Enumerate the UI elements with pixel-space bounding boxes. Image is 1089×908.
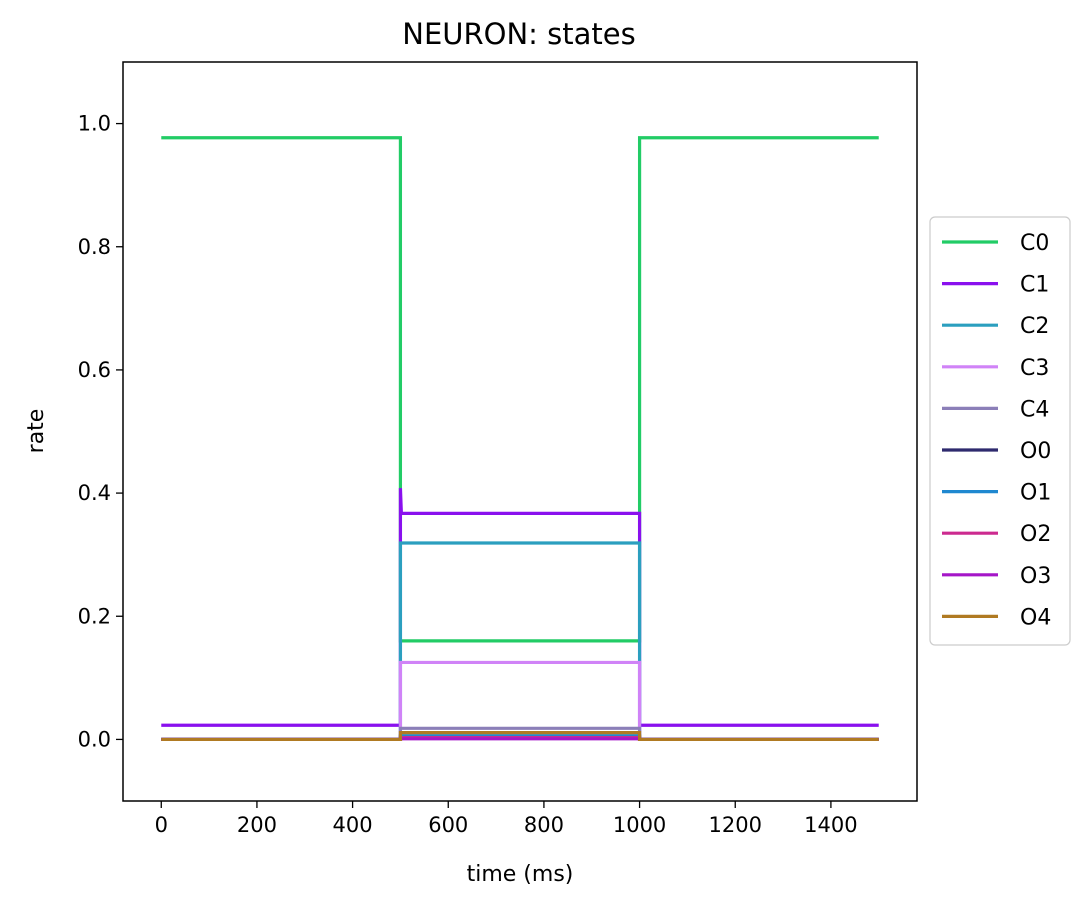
legend-label-o3: O3 [1020, 564, 1051, 589]
x-tick-label: 200 [237, 813, 277, 837]
series-line-o4 [161, 731, 879, 742]
y-axis: 0.0 0.2 0.4 0.6 0.8 1.0 [78, 112, 123, 751]
x-tick-label: 600 [428, 813, 468, 837]
legend-label-c3: C3 [1020, 356, 1049, 381]
y-axis-label: rate [24, 409, 49, 454]
y-tick-label: 0.0 [78, 727, 111, 751]
x-tick-label: 800 [524, 813, 564, 837]
series-line-c1 [161, 488, 879, 727]
legend-label-o4: O4 [1020, 605, 1051, 630]
legend-label-c0: C0 [1020, 231, 1049, 256]
legend-label-c4: C4 [1020, 397, 1049, 422]
x-axis: 0 200 400 600 800 1000 1200 1400 [155, 801, 858, 837]
y-tick-label: 1.0 [78, 112, 111, 136]
x-tick-label: 1200 [709, 813, 762, 837]
legend-label-o2: O2 [1020, 522, 1051, 547]
x-tick-label: 1400 [804, 813, 857, 837]
y-tick-label: 0.6 [78, 358, 111, 382]
plot-area [161, 136, 879, 742]
legend-label-c1: C1 [1020, 273, 1049, 298]
x-tick-label: 400 [333, 813, 373, 837]
legend: C0 C1 C2 C3 C4 O0 O1 O2 O3 O4 [929, 216, 1071, 646]
legend-label-o0: O0 [1020, 439, 1051, 464]
y-tick-label: 0.8 [78, 235, 111, 259]
legend-label-c2: C2 [1020, 314, 1049, 339]
legend-label-o1: O1 [1020, 481, 1051, 506]
chart-title: NEURON: states [402, 17, 635, 51]
x-tick-label: 1000 [613, 813, 666, 837]
series-line-c0 [161, 136, 879, 643]
y-tick-label: 0.4 [78, 481, 111, 505]
x-tick-label: 0 [155, 813, 168, 837]
axes-frame [122, 61, 918, 802]
y-tick-label: 0.2 [78, 604, 111, 628]
x-axis-label: time (ms) [467, 862, 574, 887]
